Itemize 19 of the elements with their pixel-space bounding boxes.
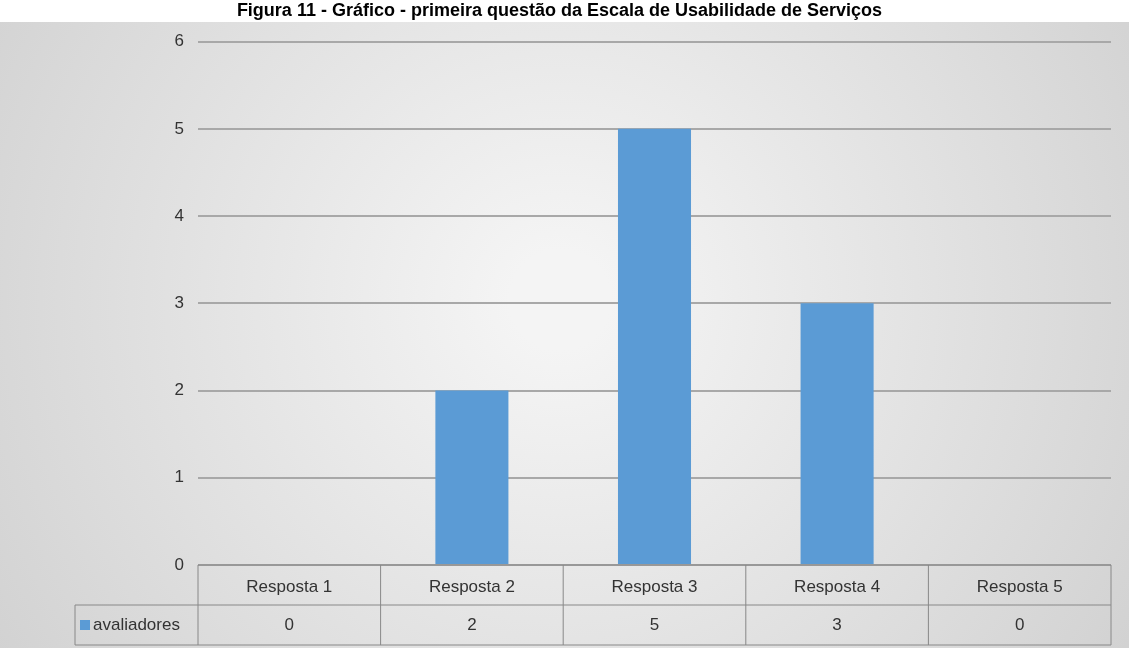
y-tick-label: 4 xyxy=(174,205,184,225)
x-tick-label: Resposta 2 xyxy=(428,576,515,596)
y-tick-label: 2 xyxy=(174,380,184,400)
x-tick-label: Resposta 5 xyxy=(976,576,1063,596)
y-tick-label: 5 xyxy=(174,118,184,138)
chart-title: Figura 11 - Gráfico - primeira questão da Escala de Usabilidade de Serviços xyxy=(236,0,883,20)
data-label: 3 xyxy=(832,614,842,634)
data-label: 2 xyxy=(467,614,477,634)
y-tick-label: 1 xyxy=(174,467,184,487)
data-label: 5 xyxy=(649,614,660,634)
legend-label: avaliadores xyxy=(93,614,180,634)
x-tick-label: Resposta 4 xyxy=(794,576,881,596)
x-tick-label: Resposta 3 xyxy=(611,576,698,596)
y-tick-label: 0 xyxy=(174,554,184,574)
data-label: 0 xyxy=(284,614,295,634)
x-tick-label: Resposta 1 xyxy=(246,576,333,596)
data-label: 0 xyxy=(1014,614,1025,634)
y-tick-label: 6 xyxy=(174,31,184,51)
y-tick-label: 3 xyxy=(174,292,184,312)
